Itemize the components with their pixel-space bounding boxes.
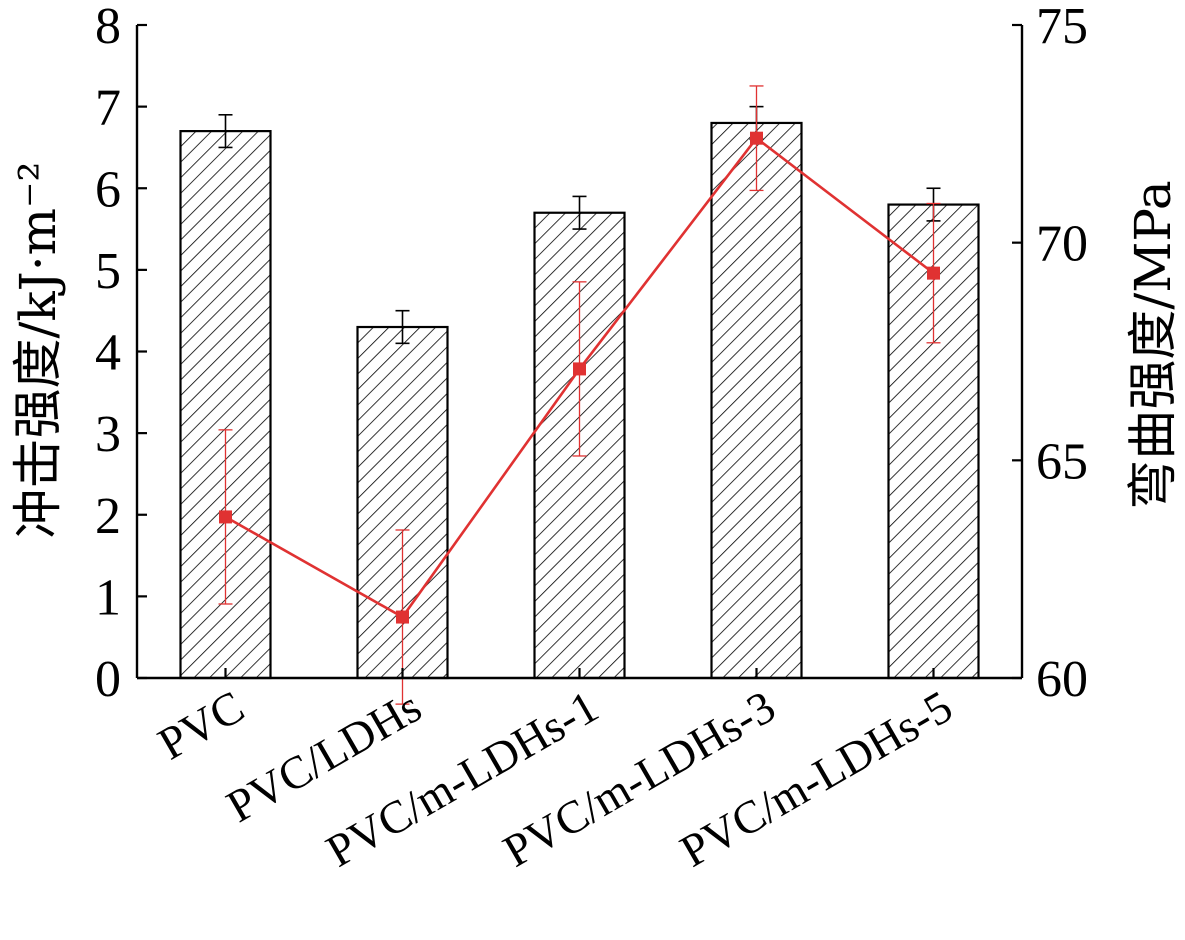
bar xyxy=(710,121,803,680)
left-axis-ticks: 0 1 2 3 4 5 6 7 8 xyxy=(95,0,147,708)
right-axis-tick-label: 65 xyxy=(1036,433,1088,490)
right-axis-ticks: 60 65 70 75 xyxy=(1012,0,1088,708)
line-marker xyxy=(396,610,409,624)
right-axis-title: 弯曲强度/MPa xyxy=(1124,180,1182,509)
left-axis-tick-label: 6 xyxy=(95,161,121,218)
category-labels: PVCPVC/LDHsPVC/m-LDHs-1PVC/m-LDHs-3PVC/m… xyxy=(150,668,961,877)
left-axis-tick-label: 0 xyxy=(95,651,121,708)
left-axis-tick-label: 5 xyxy=(95,243,121,300)
right-axis-tick-label: 60 xyxy=(1036,651,1088,708)
left-axis-title: 冲击强度/kJ·m⁻² xyxy=(9,162,67,539)
line-marker xyxy=(927,266,940,280)
left-axis-tick-label: 1 xyxy=(95,569,121,626)
line-marker xyxy=(219,510,232,524)
line-marker xyxy=(750,131,763,145)
category-label: PVC xyxy=(150,680,253,769)
line-marker xyxy=(573,362,586,376)
left-axis-tick-label: 7 xyxy=(95,80,121,137)
left-axis-tick-label: 2 xyxy=(95,488,121,545)
left-axis-tick-label: 8 xyxy=(95,0,121,55)
right-axis-tick-label: 70 xyxy=(1036,216,1088,273)
left-axis-tick-label: 4 xyxy=(95,325,121,382)
line-series xyxy=(218,85,941,705)
left-axis-tick-label: 3 xyxy=(95,406,121,463)
right-axis-tick-label: 75 xyxy=(1036,0,1088,55)
